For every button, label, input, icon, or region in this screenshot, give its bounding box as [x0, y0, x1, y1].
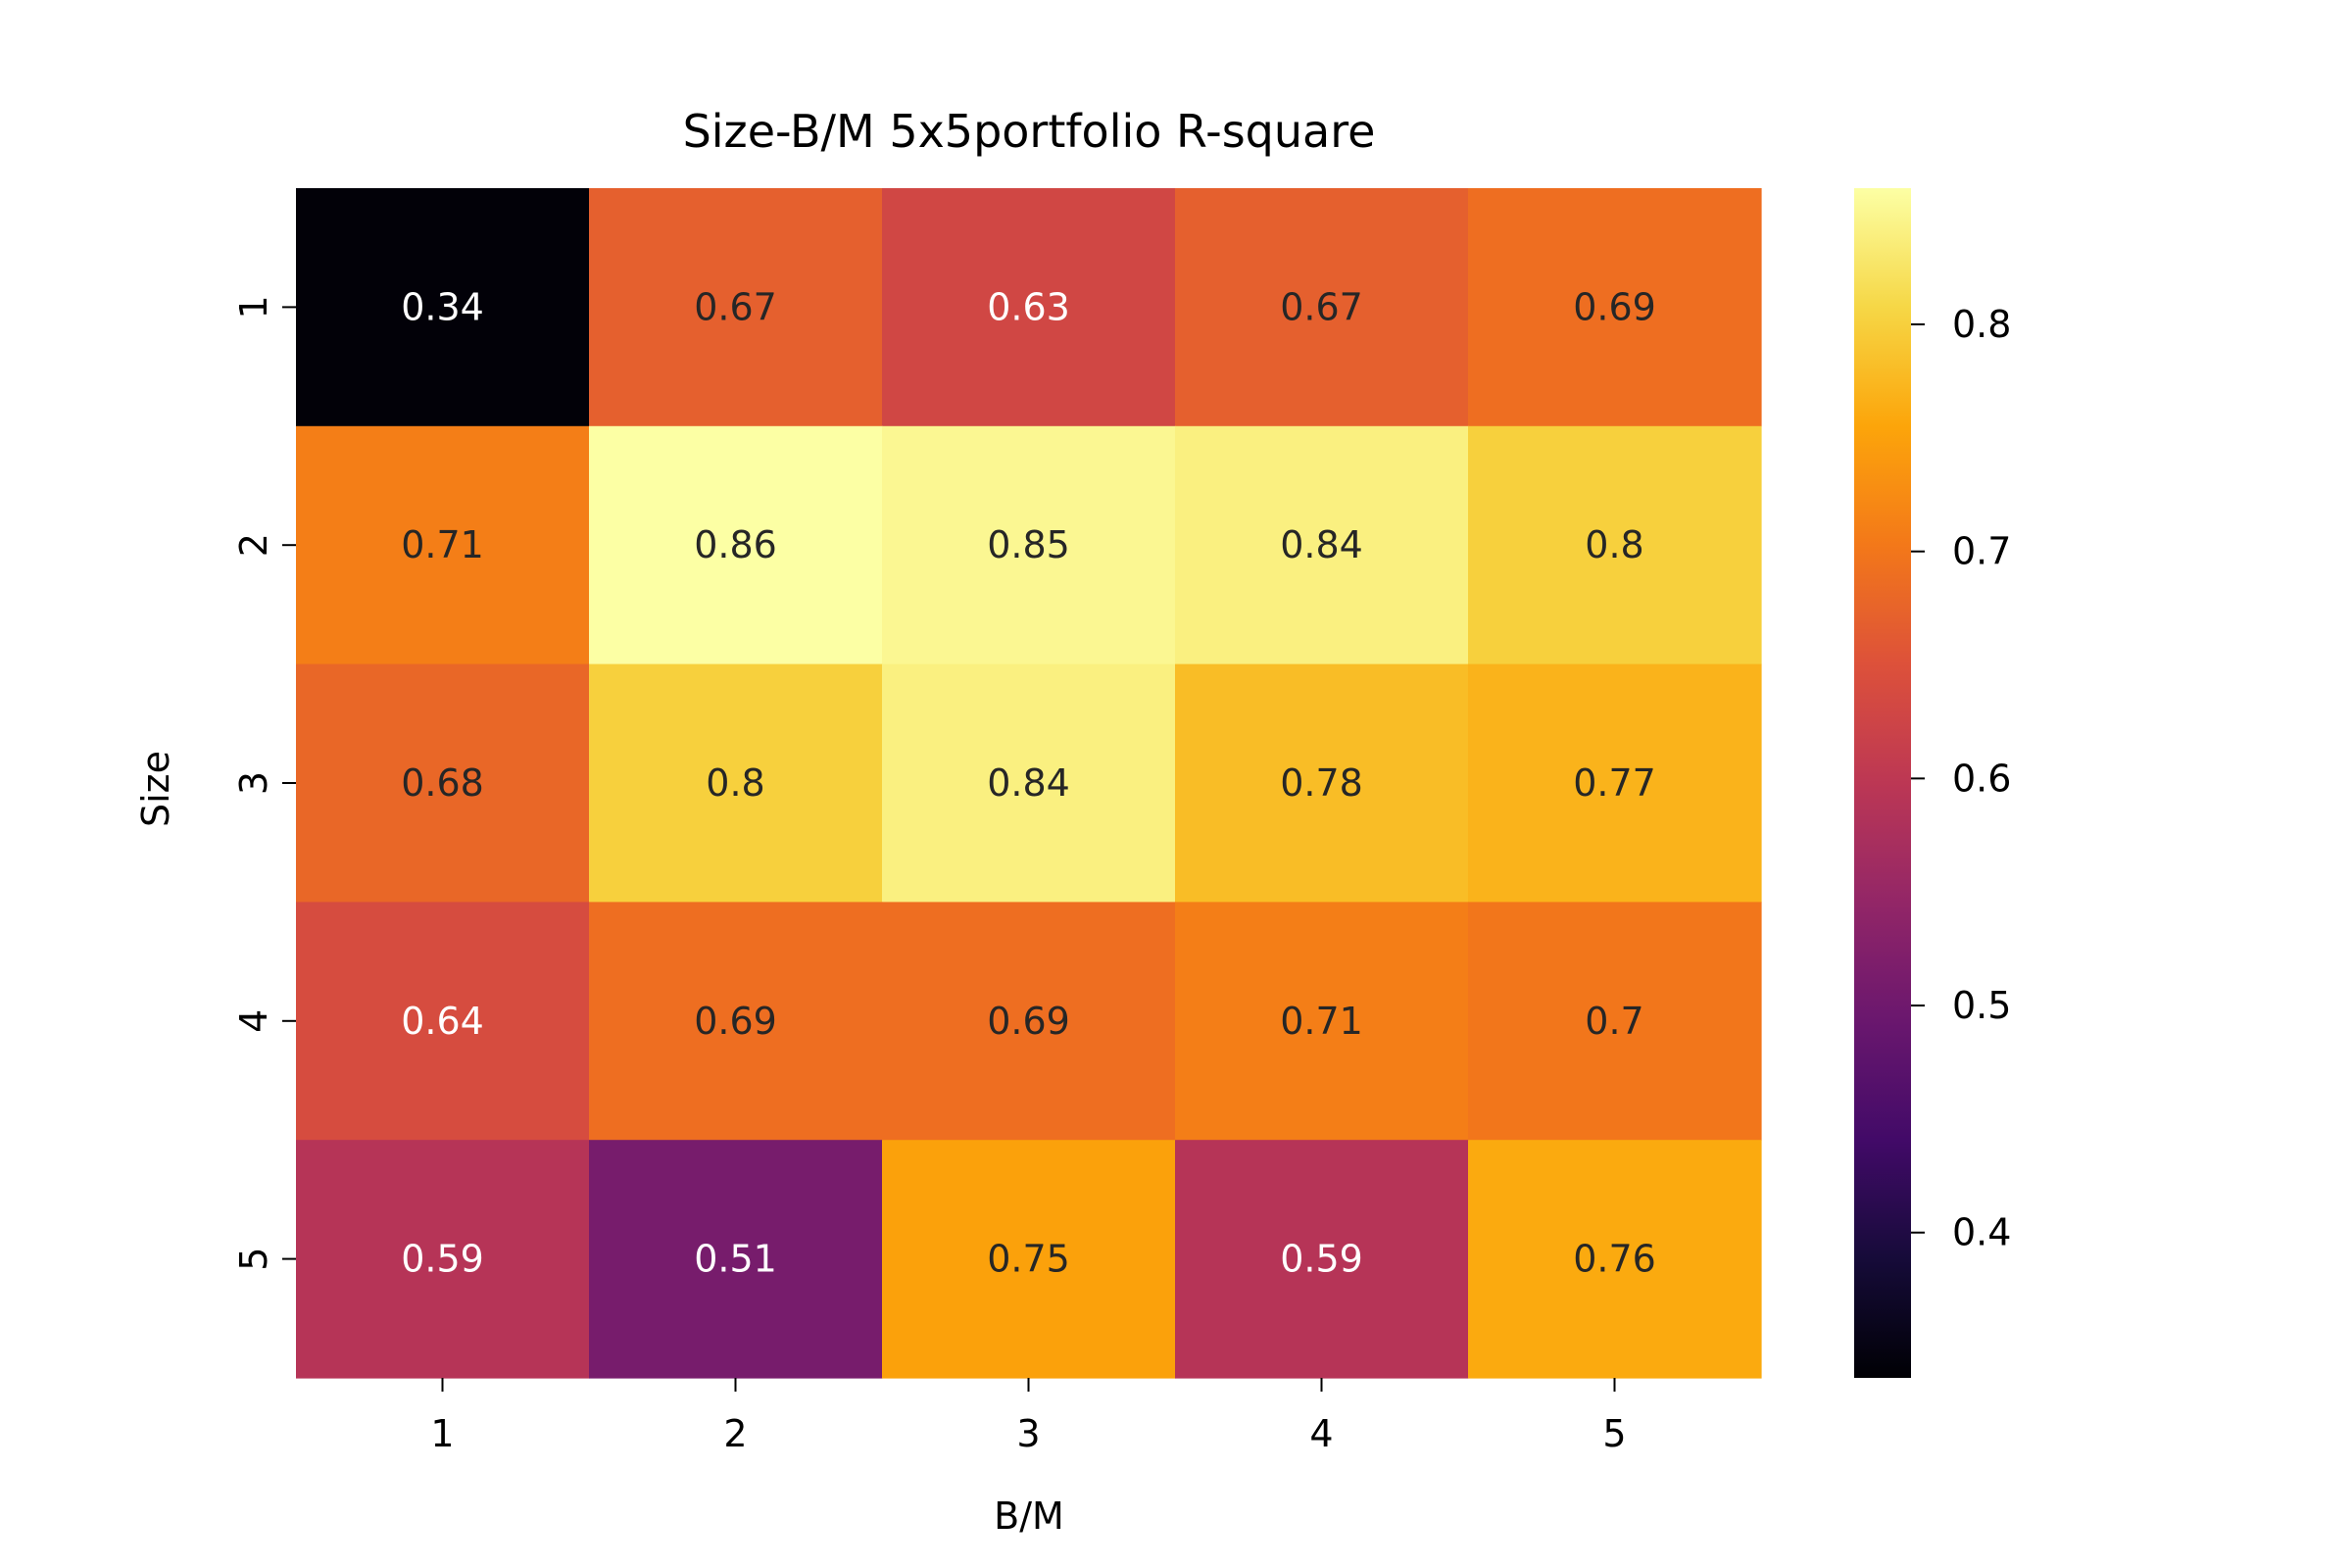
x-axis-label: B/M — [994, 1494, 1064, 1538]
cell-value-label: 0.64 — [401, 1000, 484, 1043]
cell-value-label: 0.71 — [401, 523, 484, 566]
heatmap-cell — [1175, 188, 1469, 427]
cell-value-label: 0.78 — [1280, 761, 1363, 805]
heatmap-cell — [296, 188, 590, 427]
heatmap-cell — [589, 902, 883, 1141]
heatmap-cell — [296, 1140, 590, 1379]
cell-value-label: 0.69 — [1573, 285, 1656, 328]
heatmap-cell — [882, 1140, 1176, 1379]
cell-value-label: 0.84 — [987, 761, 1070, 805]
cell-value-label: 0.34 — [401, 285, 484, 328]
heatmap-cell — [1468, 188, 1762, 427]
colorbar-axis: 0.4 0.5 0.6 0.7 0.8 — [1911, 303, 2011, 1254]
cell-value-label: 0.63 — [987, 285, 1070, 328]
heatmap-cell — [882, 902, 1176, 1141]
heatmap-cell — [882, 188, 1176, 427]
y-tick-label: 3 — [232, 771, 275, 795]
cell-value-label: 0.59 — [401, 1238, 484, 1281]
heatmap-cell — [589, 188, 883, 427]
x-tick-label: 4 — [1309, 1412, 1333, 1455]
cell-value-label: 0.68 — [401, 761, 484, 805]
cell-value-label: 0.69 — [987, 1000, 1070, 1043]
heatmap-cell — [589, 663, 883, 903]
x-tick-label: 5 — [1602, 1412, 1626, 1455]
cell-value-label: 0.7 — [1585, 1000, 1643, 1043]
cell-value-label: 0.51 — [694, 1238, 777, 1281]
y-tick-label: 1 — [232, 295, 275, 318]
heatmap-cell — [589, 1140, 883, 1379]
heatmap-cell — [1468, 902, 1762, 1141]
cell-value-label: 0.75 — [987, 1238, 1070, 1281]
heatmap-cell — [296, 425, 590, 665]
y-tick-label: 5 — [232, 1248, 275, 1271]
cell-value-label: 0.76 — [1573, 1238, 1656, 1281]
x-tick-label: 3 — [1016, 1412, 1040, 1455]
chart-title: Size-B/M 5x5portfolio R-square — [683, 105, 1376, 158]
cell-value-label: 0.8 — [706, 761, 764, 805]
heatmap-cell — [589, 425, 883, 665]
x-tick-label: 2 — [723, 1412, 747, 1455]
colorbar-tick-label: 0.5 — [1952, 984, 2011, 1027]
cell-value-label: 0.85 — [987, 523, 1070, 566]
heatmap-cell — [1468, 425, 1762, 665]
y-axis-label: Size — [134, 751, 177, 827]
heatmap-cell — [882, 663, 1176, 903]
cell-value-label: 0.77 — [1573, 761, 1656, 805]
cell-annotations: 0.34 0.67 0.63 0.67 0.69 0.71 0.86 0.85 0.84 0.8 0… — [401, 285, 1656, 1280]
cell-value-label: 0.86 — [694, 523, 777, 566]
heatmap-cells — [296, 188, 1762, 1379]
cell-value-label: 0.84 — [1280, 523, 1363, 566]
colorbar — [1854, 188, 1911, 1378]
heatmap-cell — [296, 902, 590, 1141]
y-tick-label: 2 — [232, 533, 275, 557]
y-tick-label: 4 — [232, 1009, 275, 1033]
colorbar-tick-label: 0.4 — [1952, 1211, 2011, 1254]
colorbar-tick-label: 0.7 — [1952, 530, 2011, 573]
heatmap-cell — [1175, 425, 1469, 665]
x-tick-label: 1 — [430, 1412, 454, 1455]
heatmap-cell — [1468, 663, 1762, 903]
colorbar-tick-label: 0.8 — [1952, 303, 2011, 346]
colorbar-tick-label: 0.6 — [1952, 757, 2011, 800]
cell-value-label: 0.67 — [1280, 285, 1363, 328]
x-axis: 1 2 3 4 5 — [430, 1378, 1627, 1455]
cell-value-label: 0.67 — [694, 285, 777, 328]
heatmap-cell — [882, 425, 1176, 665]
cell-value-label: 0.59 — [1280, 1238, 1363, 1281]
cell-value-label: 0.8 — [1585, 523, 1643, 566]
cell-value-label: 0.69 — [694, 1000, 777, 1043]
heatmap-cell — [1468, 1140, 1762, 1379]
heatmap-cell — [1175, 663, 1469, 903]
heatmap-cell — [1175, 902, 1469, 1141]
y-axis: 1 2 3 4 5 — [232, 295, 296, 1271]
heatmap-cell — [1175, 1140, 1469, 1379]
heatmap-cell — [296, 663, 590, 903]
cell-value-label: 0.71 — [1280, 1000, 1363, 1043]
